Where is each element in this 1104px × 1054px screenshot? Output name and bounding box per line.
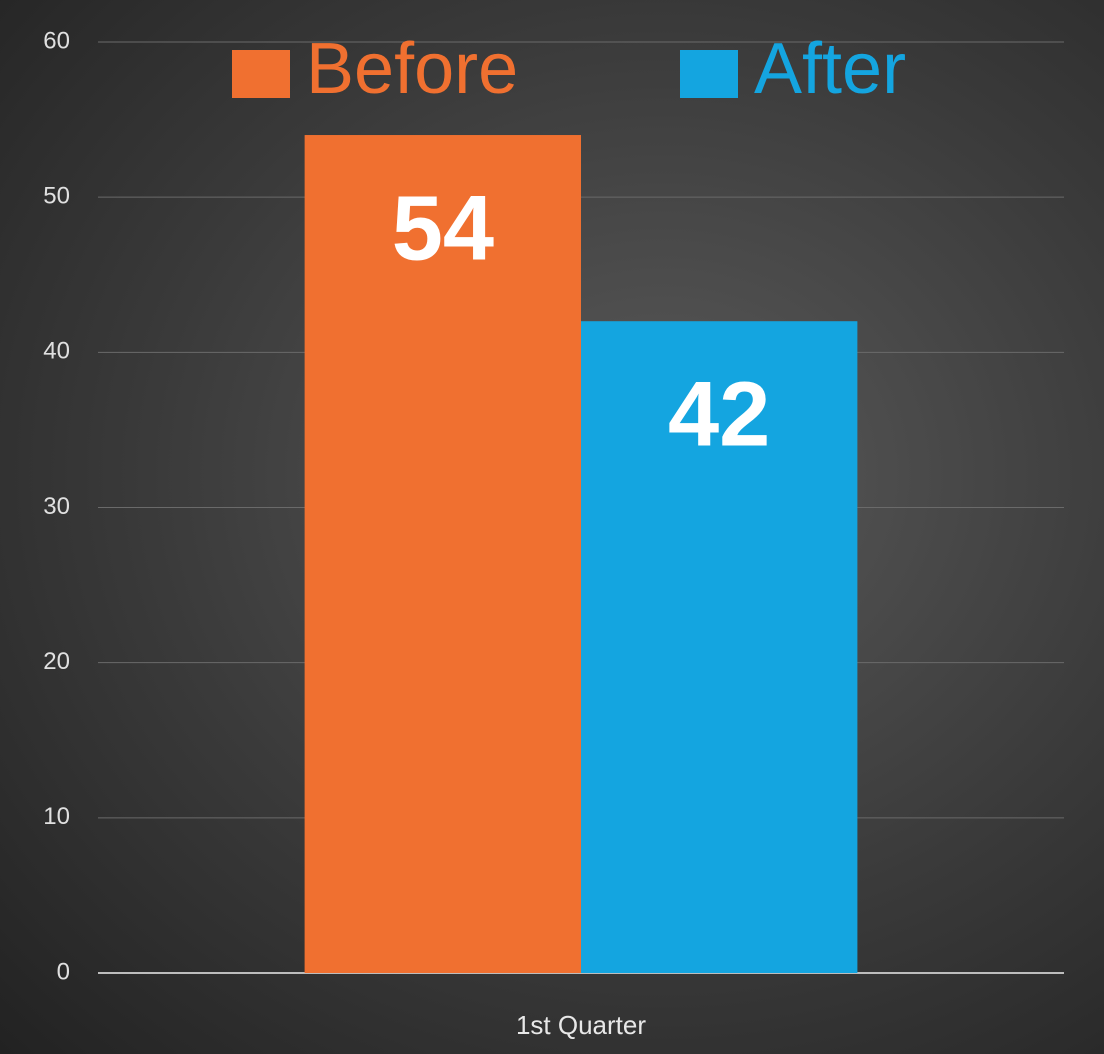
y-tick-label: 40 (43, 338, 70, 365)
y-tick-label: 20 (43, 648, 70, 675)
y-tick-label: 50 (43, 183, 70, 210)
data-label: 54 (392, 177, 494, 279)
y-tick-label: 60 (43, 27, 70, 54)
y-tick-label: 30 (43, 493, 70, 520)
y-tick-label: 10 (43, 803, 70, 830)
legend-swatch (680, 50, 738, 98)
legend-swatch (232, 50, 290, 98)
legend-label: After (754, 29, 906, 109)
legend-label: Before (306, 29, 518, 109)
x-tick-label: 1st Quarter (516, 1010, 646, 1040)
y-tick-label: 0 (57, 958, 70, 985)
data-label: 42 (668, 364, 770, 466)
